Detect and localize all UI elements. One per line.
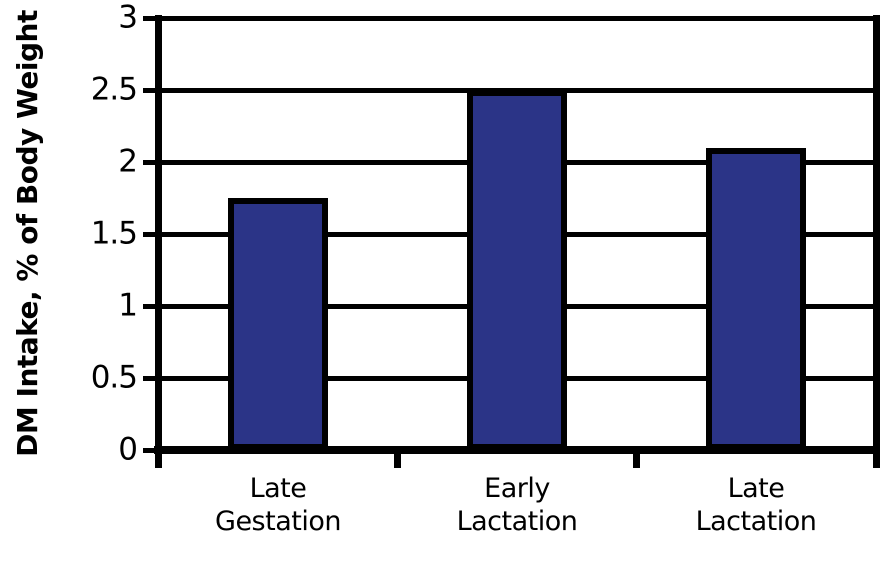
x-axis-tick (633, 450, 640, 468)
y-tick-label: 0.5 (90, 359, 138, 396)
category-label-line: Early (484, 473, 550, 504)
y-tick-label: 0 (118, 431, 138, 468)
category-label-line: Late (249, 473, 307, 504)
category-label-line: Lactation (456, 506, 578, 537)
bar-early-lactation (467, 90, 567, 450)
category-label-late-gestation: Late Gestation (168, 472, 388, 538)
y-tick-label: 3 (118, 0, 138, 36)
y-tick-label: 1 (118, 287, 138, 324)
x-axis-tick (394, 450, 401, 468)
category-label-late-lactation: Late Lactation (646, 472, 866, 538)
category-label-line: Late (727, 473, 785, 504)
bar-late-lactation (706, 148, 806, 450)
category-label-early-lactation: Early Lactation (407, 472, 627, 538)
gridline (143, 16, 879, 21)
category-label-line: Lactation (695, 506, 817, 537)
right-border-line (873, 15, 880, 468)
y-tick-label: 2.5 (90, 71, 138, 108)
bar-late-gestation (228, 198, 328, 450)
y-tick-label: 1.5 (90, 215, 138, 252)
x-axis-line (154, 446, 880, 454)
y-axis-line (155, 15, 162, 468)
category-label-line: Gestation (215, 506, 341, 537)
y-tick-label: 2 (118, 143, 138, 180)
